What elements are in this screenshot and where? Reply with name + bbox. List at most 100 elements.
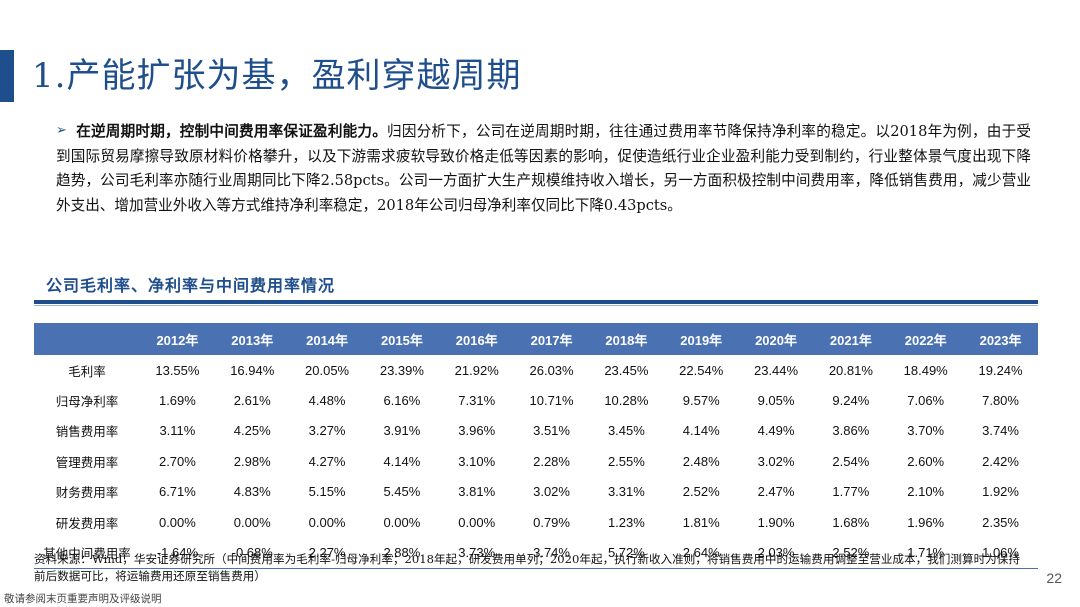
value-cell: 5.15% xyxy=(308,484,346,500)
value-cell: 4.49% xyxy=(757,423,795,439)
value-cell: 0.00% xyxy=(158,514,196,530)
value-cell: 0.00% xyxy=(233,514,271,530)
value-cell: 9.24% xyxy=(832,393,870,409)
value-cell: 3.11% xyxy=(159,423,196,439)
value-cell: 3.31% xyxy=(607,484,645,500)
value-cell: 2.52% xyxy=(813,537,889,569)
value-cell: 1.81% xyxy=(682,514,720,530)
value-cell: 3.73% xyxy=(439,537,515,569)
value-cell: 2.98% xyxy=(233,453,271,469)
value-cell: 2.54% xyxy=(832,453,870,469)
table-header-row: 2012年 2013年 2014年 2015年 2016年 2017年 2018年 2019年… xyxy=(34,323,1038,355)
year-header-cell: 2020年 xyxy=(738,323,814,355)
value-cell: 1.92% xyxy=(982,484,1019,500)
value-cell: 1.90% xyxy=(757,514,795,530)
bullet-arrow-icon: ➢ xyxy=(56,123,67,138)
year-header-cell: 2017年 xyxy=(514,323,589,355)
page-title: 1.产能扩张为基，盈利穿越周期 xyxy=(32,56,522,96)
value-cell: 1.06% xyxy=(963,537,1038,569)
value-cell: 1.77% xyxy=(832,484,870,500)
value-cell: 13.55% xyxy=(155,362,200,378)
row-label-cell: 管理费用率 xyxy=(55,454,119,470)
value-cell: 5.45% xyxy=(383,484,421,500)
summary-paragraph: 在逆周期时期，控制中间费用率保证盈利能力。归因分析下，公司在逆周期时期，往往通过… xyxy=(56,120,1031,218)
value-cell: 2.55% xyxy=(607,453,645,469)
value-cell: 26.03% xyxy=(529,362,574,378)
row-label-cell: 毛利率 xyxy=(68,363,106,379)
value-cell: 7.06% xyxy=(907,393,945,409)
value-cell: 3.86% xyxy=(832,423,870,439)
value-cell: 7.31% xyxy=(458,393,496,409)
table-title: 公司毛利率、净利率与中间费用率情况 xyxy=(46,276,336,295)
value-cell: 23.44% xyxy=(753,362,799,378)
value-cell: 3.02% xyxy=(757,453,795,469)
value-cell: -0.68% xyxy=(214,537,290,569)
value-cell: 10.28% xyxy=(604,393,649,409)
value-cell: 2.64% xyxy=(663,537,739,569)
table-row: 归母净利率 1.69% 2.61% 4.48% 6.16% 7.31% 10.71% 10.2… xyxy=(34,385,1038,415)
summary-text: 归因分析下，公司在逆周期时期，往往通过费用率节降保持净利率的稳定。以2018年为… xyxy=(56,123,1031,214)
table-row: 其他中间费用率 -1.64% -0.68% 2.27% 2.88% 3.73% 3.74% 5… xyxy=(34,537,1038,569)
value-cell: 3.70% xyxy=(907,423,945,439)
row-label-cell: 财务费用率 xyxy=(55,485,119,501)
value-cell: 4.14% xyxy=(682,423,720,439)
value-cell: 2.48% xyxy=(682,453,720,469)
value-cell: 2.61% xyxy=(233,393,271,409)
value-cell: 1.23% xyxy=(607,514,645,530)
value-cell: 4.14% xyxy=(383,453,421,469)
table-title-rule-thin xyxy=(34,305,1038,306)
year-header-cell: 2015年 xyxy=(364,323,440,355)
value-cell: 1.68% xyxy=(832,514,870,530)
table-corner-cell xyxy=(34,323,140,355)
value-cell: 2.70% xyxy=(158,453,196,469)
row-label-cell: 归母净利率 xyxy=(55,394,119,410)
value-cell: 23.39% xyxy=(379,362,424,378)
value-cell: 2.60% xyxy=(907,453,945,469)
value-cell: 2.35% xyxy=(982,514,1019,530)
value-cell: 18.49% xyxy=(903,362,948,378)
disclaimer-footer: 敬请参阅末页重要声明及评级说明 xyxy=(4,593,162,605)
table-row: 毛利率 13.55% 16.94% 20.05% 23.39% 21.92% 26.03% 2… xyxy=(34,355,1038,385)
year-header-cell: 2018年 xyxy=(588,323,664,355)
value-cell: 20.81% xyxy=(828,362,873,378)
source-note: 资料来源：Wind，华安证券研究所（中间费用率为毛利率-归母净利率；2018年起… xyxy=(34,552,1020,583)
value-cell: 3.02% xyxy=(533,484,570,500)
value-cell: 2.28% xyxy=(533,453,570,469)
value-cell: 9.57% xyxy=(682,393,720,409)
year-header-cell: 2023年 xyxy=(963,323,1038,355)
year-header-cell: 2021年 xyxy=(813,323,889,355)
value-cell: 23.45% xyxy=(604,362,649,378)
value-cell: 2.10% xyxy=(907,484,945,500)
value-cell: 1.96% xyxy=(907,514,945,530)
value-cell: 1.69% xyxy=(158,393,196,409)
page-number: 22 xyxy=(1046,570,1062,586)
value-cell: 3.91% xyxy=(383,423,421,439)
row-label-cell: 研发费用率 xyxy=(55,515,119,531)
value-cell: 0.00% xyxy=(458,514,496,530)
value-cell: 4.27% xyxy=(308,453,346,469)
value-cell: 3.74% xyxy=(514,537,589,569)
value-cell: 2.03% xyxy=(738,537,814,569)
value-cell: 2.27% xyxy=(289,537,365,569)
value-cell: 3.81% xyxy=(458,484,496,500)
value-cell: 20.05% xyxy=(305,362,350,378)
value-cell: 4.48% xyxy=(308,393,346,409)
value-cell: 10.71% xyxy=(529,393,574,409)
value-cell: 16.94% xyxy=(230,362,275,378)
table-row: 研发费用率 0.00% 0.00% 0.00% 0.00% 0.00% 0.79% 1.23%… xyxy=(34,507,1038,537)
value-cell: 4.83% xyxy=(233,484,271,500)
value-cell: 21.92% xyxy=(454,362,499,378)
value-cell: 3.74% xyxy=(982,423,1019,439)
row-label-cell: 其他中间费用率 xyxy=(34,537,140,569)
value-cell: 6.71% xyxy=(158,484,196,500)
value-cell: 1.71% xyxy=(888,537,964,569)
table-row: 管理费用率 2.70% 2.98% 4.27% 4.14% 3.10% 2.28% 2.55%… xyxy=(34,446,1038,476)
value-cell: 9.05% xyxy=(757,393,795,409)
value-cell: 2.42% xyxy=(982,453,1019,469)
title-accent-bar xyxy=(0,50,14,102)
year-header-cell: 2019年 xyxy=(663,323,739,355)
value-cell: 7.80% xyxy=(982,393,1019,409)
year-header-cell: 2013年 xyxy=(214,323,290,355)
value-cell: 2.52% xyxy=(682,484,720,500)
financial-ratio-table: 2012年 2013年 2014年 2015年 2016年 2017年 2018年 2019年… xyxy=(34,323,1038,569)
